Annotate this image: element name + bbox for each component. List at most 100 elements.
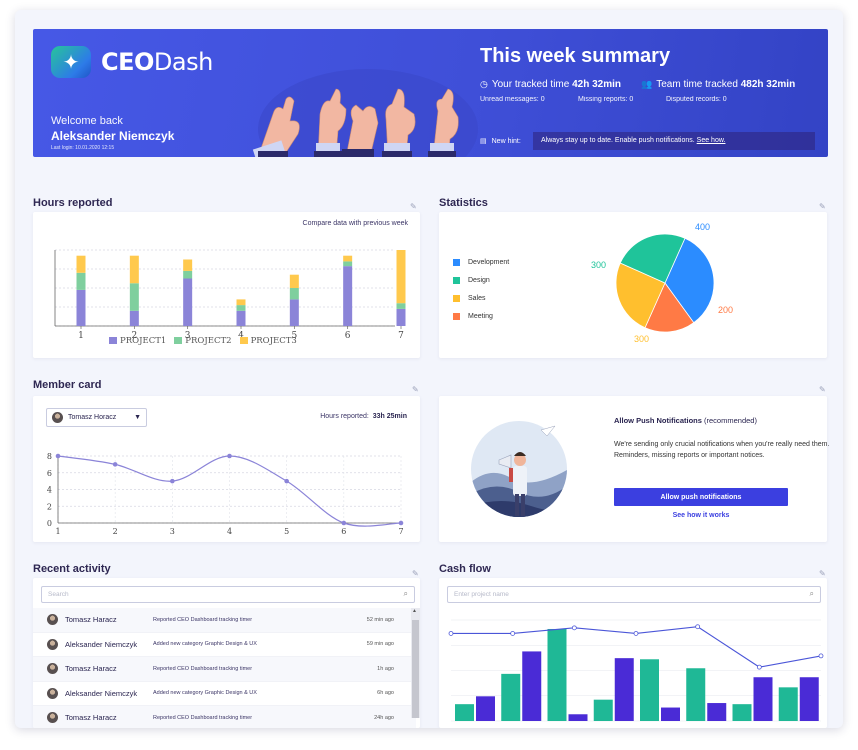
message-icon: ▤ xyxy=(480,138,487,145)
edit-icon[interactable]: ✎ xyxy=(819,202,826,211)
y-tick-label: 6 xyxy=(47,469,52,478)
hint-label: ▤ New hint: xyxy=(480,138,521,145)
cash-line-point xyxy=(695,624,701,630)
edit-icon[interactable]: ✎ xyxy=(412,385,419,394)
x-tick-label: 4 xyxy=(227,527,232,536)
search-icon: ⌕ xyxy=(403,589,408,598)
hint-link[interactable]: See how. xyxy=(696,137,726,144)
unread-messages: Unread messages: 0 xyxy=(480,96,545,103)
avatar xyxy=(52,412,63,423)
allow-push-button[interactable]: Allow push notifications xyxy=(614,488,788,506)
x-tick-label: 3 xyxy=(170,527,175,536)
cash-bar xyxy=(568,714,588,721)
activity-time: 6h ago xyxy=(377,690,394,697)
pie-legend: Development Design Sales Meeting xyxy=(453,253,509,325)
pie-label-meeting: 200 xyxy=(718,305,734,315)
member-select[interactable]: Tomasz Horacz ▼ xyxy=(46,408,147,427)
logo[interactable]: ✦ CEODash xyxy=(51,46,213,78)
bar-project3 xyxy=(343,255,353,262)
cash-bar xyxy=(522,651,542,721)
activity-row[interactable]: Aleksander Niemczyk Added new category Gr… xyxy=(33,633,416,657)
activity-description: Reported CEO Dashboard tracking timer xyxy=(153,714,253,721)
scroll-thumb[interactable] xyxy=(412,620,419,718)
member-card: Tomasz Horacz ▼ Hours reported: 33h 25mi… xyxy=(33,396,420,542)
activity-row[interactable]: Aleksander Niemczyk Added new category Gr… xyxy=(33,682,416,706)
pie-label-design: 300 xyxy=(591,260,607,270)
bar-project2 xyxy=(289,288,299,300)
activity-row[interactable]: Tomasz Haracz Reported CEO Dashboard trac… xyxy=(33,706,416,728)
cash-bar xyxy=(640,659,659,721)
bar-project1 xyxy=(289,299,299,326)
x-tick-label: 2 xyxy=(131,331,137,341)
edit-icon[interactable]: ✎ xyxy=(819,569,826,578)
member-point xyxy=(341,520,347,526)
pie-slice-meeting xyxy=(644,282,695,333)
cash-bar xyxy=(593,699,613,721)
avatar xyxy=(47,712,58,724)
hours-chart-legend: PROJECT1 PROJECT2 PROJECT3 xyxy=(109,336,297,346)
user-name: Aleksander Niemczyk xyxy=(51,129,175,143)
project-search-input[interactable]: Enter project name ⌕ xyxy=(447,586,821,603)
scroll-up-icon[interactable]: ▲ xyxy=(412,608,417,614)
app-window: ✦ CEODash Welcome back Aleksander Niemcz… xyxy=(15,10,843,728)
cash-line-point xyxy=(756,664,762,670)
member-point xyxy=(112,462,118,467)
bar-project1 xyxy=(76,289,86,326)
bar-project1 xyxy=(343,266,353,326)
pie-slice-development xyxy=(664,237,715,324)
activity-description: Added new category Graphic Design & UX xyxy=(153,641,257,648)
search-icon: ⌕ xyxy=(809,589,814,598)
x-tick-label: 6 xyxy=(341,527,346,536)
cash-line-point xyxy=(818,653,824,659)
cash-line-point xyxy=(571,625,577,631)
compare-link[interactable]: Compare data with previous week xyxy=(302,220,408,227)
activity-user: Aleksander Niemczyk xyxy=(65,688,138,698)
team-icon: 👥 xyxy=(641,79,653,89)
edit-icon[interactable]: ✎ xyxy=(410,202,417,211)
activity-user: Aleksander Niemczyk xyxy=(65,639,138,649)
push-title: Allow Push Notifications (recommended) xyxy=(614,416,757,425)
push-description: We're sending only crucial notifications… xyxy=(614,441,830,459)
recent-activity-card: Search ⌕ Tomasz Haracz Reported CEO Dashb… xyxy=(33,578,420,728)
activity-row[interactable]: Tomasz Haracz Reported CEO Dashboard trac… xyxy=(33,657,416,682)
activity-user: Tomasz Haracz xyxy=(65,664,117,674)
bar-project2 xyxy=(76,272,86,290)
member-point xyxy=(284,478,289,484)
activity-scrollbar[interactable]: ▲ xyxy=(411,608,420,718)
x-tick-label: 4 xyxy=(238,331,244,341)
pie-slice-design xyxy=(619,233,686,284)
hint-box: Always stay up to date. Enable push noti… xyxy=(533,132,815,150)
cash-line-point xyxy=(633,631,639,636)
clapping-hands-illustration xyxy=(252,69,478,157)
x-tick-label: 3 xyxy=(185,331,191,341)
bar-project1 xyxy=(183,278,193,326)
logo-star-icon: ✦ xyxy=(51,46,91,78)
bar-project3 xyxy=(183,259,193,271)
activity-row[interactable]: Tomasz Haracz Reported CEO Dashboard trac… xyxy=(33,608,416,633)
member-series-line xyxy=(57,455,402,527)
member-card-title: Member card xyxy=(33,379,102,391)
legend-development: Development xyxy=(453,253,509,271)
member-point xyxy=(170,478,175,484)
statistics-pie-chart xyxy=(615,233,715,333)
bar-project3 xyxy=(236,299,246,306)
bar-project2 xyxy=(396,303,406,309)
see-how-link[interactable]: See how it works xyxy=(672,512,730,519)
avatar xyxy=(47,638,58,650)
edit-icon[interactable]: ✎ xyxy=(412,569,419,578)
cash-line-point xyxy=(510,631,516,636)
hours-reported-title: Hours reported xyxy=(33,197,113,209)
logo-text: CEODash xyxy=(101,48,213,76)
clock-icon: ◷ xyxy=(480,79,488,89)
edit-icon[interactable]: ✎ xyxy=(819,385,826,394)
hours-reported-chart: 1 2 3 4 5 6 7 xyxy=(54,249,406,341)
cash-bar xyxy=(501,673,521,721)
chevron-down-icon: ▼ xyxy=(134,414,141,421)
activity-search-input[interactable]: Search ⌕ xyxy=(41,586,415,603)
team-time: 👥 Team time tracked 482h 32min xyxy=(641,79,796,90)
member-point xyxy=(55,453,61,459)
bar-project1 xyxy=(236,310,246,326)
bar-project2 xyxy=(343,261,353,267)
bar-project2 xyxy=(183,270,193,279)
activity-time: 1h ago xyxy=(377,665,394,672)
